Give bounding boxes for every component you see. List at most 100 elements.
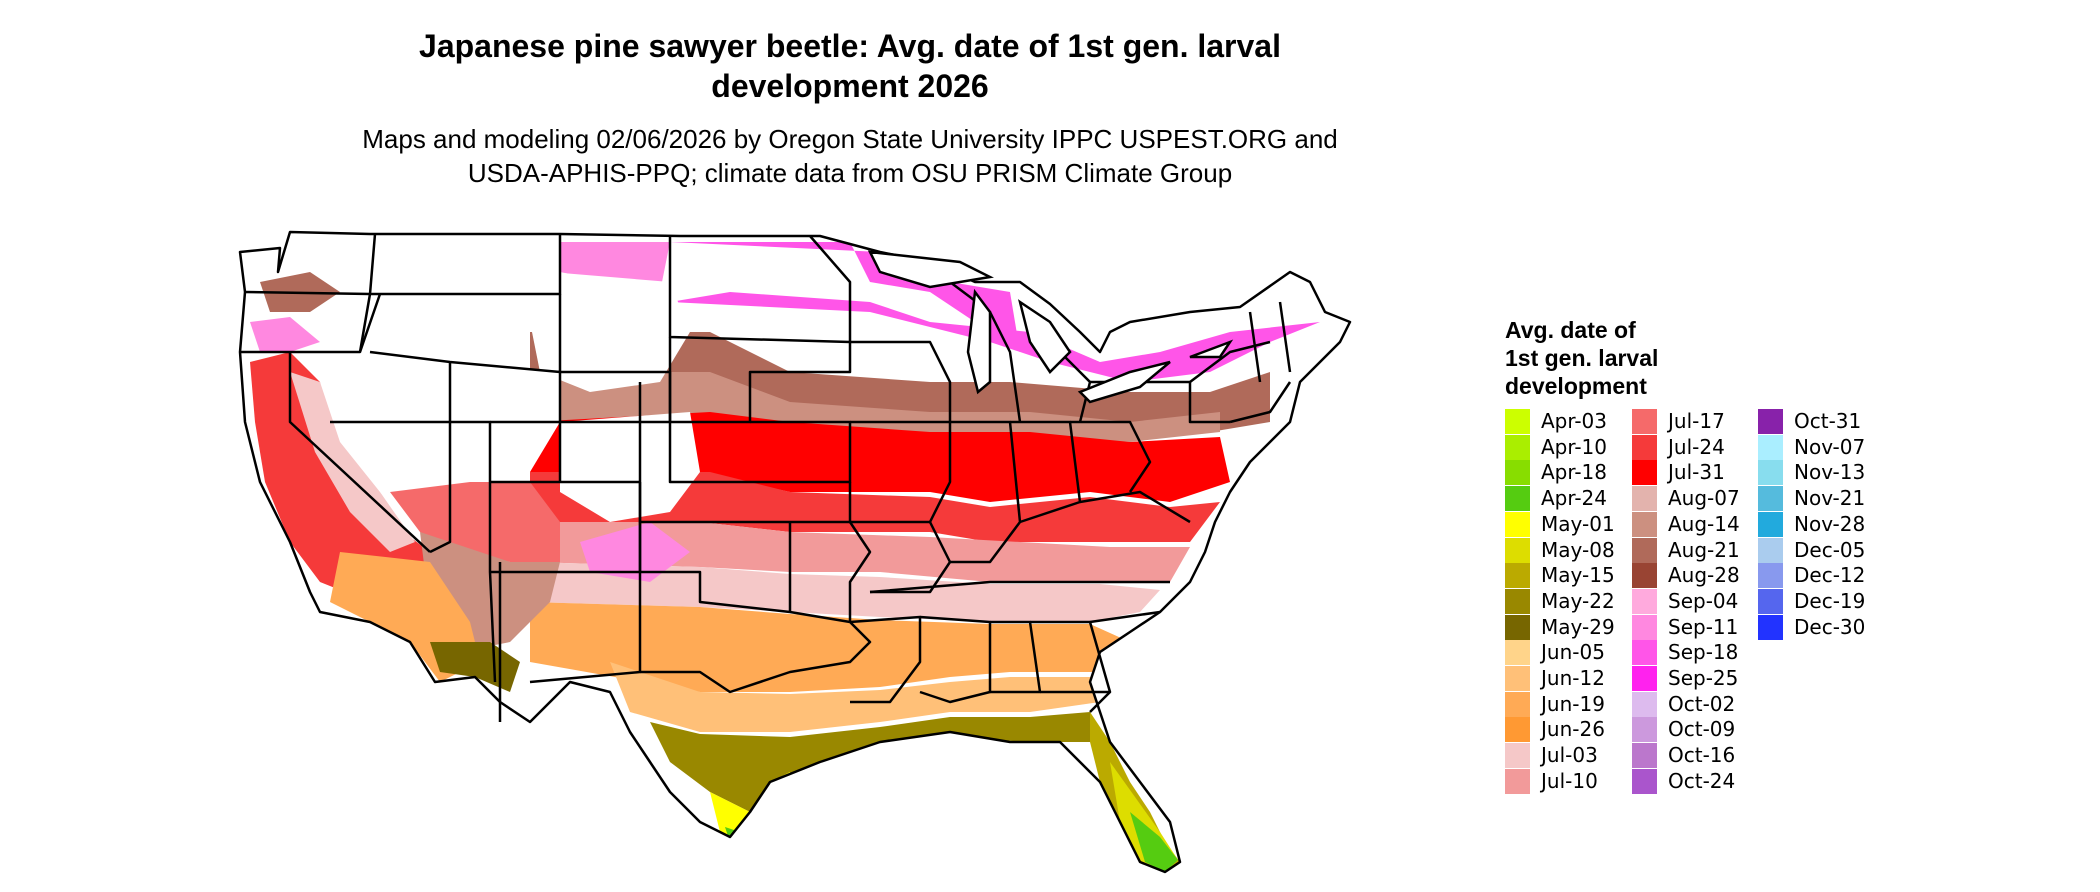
legend-item: Dec-30: [1758, 614, 1888, 641]
legend-label: Sep-18: [1668, 640, 1739, 665]
legend-item: Oct-31: [1758, 409, 1888, 435]
legend-label: Aug-14: [1668, 511, 1740, 536]
legend-label: Jun-12: [1541, 666, 1605, 690]
legend-swatch: [1505, 640, 1530, 666]
legend-title-line-1: Avg. date of: [1505, 317, 1636, 343]
legend-item: Jul-24: [1632, 434, 1762, 461]
legend-swatch: [1632, 768, 1657, 794]
legend-item: Nov-28: [1758, 511, 1888, 538]
legend-item: May-15: [1505, 563, 1635, 589]
us-map: [238, 230, 1352, 874]
legend-label: Jul-10: [1541, 768, 1598, 793]
legend-item: Apr-03: [1505, 409, 1635, 435]
legend-swatch: [1505, 563, 1530, 589]
legend-item: Aug-21: [1632, 537, 1762, 564]
legend-item: Aug-07: [1632, 486, 1762, 512]
legend-swatch: [1758, 588, 1783, 614]
legend-item: May-01: [1505, 511, 1635, 538]
legend-label: Aug-07: [1668, 486, 1740, 511]
legend-label: Nov-13: [1794, 460, 1866, 485]
legend-item: Dec-12: [1758, 563, 1888, 589]
legend-swatch: [1758, 486, 1783, 512]
legend-swatch: [1505, 666, 1530, 691]
legend-swatch: [1505, 743, 1530, 769]
legend-swatch: [1505, 691, 1530, 717]
legend-label: Sep-25: [1668, 666, 1739, 690]
legend-label: Jul-24: [1668, 434, 1725, 459]
legend-item: Jul-17: [1632, 409, 1762, 435]
legend-swatch: [1632, 640, 1657, 666]
legend-label: Oct-16: [1668, 743, 1736, 768]
legend-swatch: [1758, 537, 1783, 563]
legend-item: Jun-19: [1505, 691, 1635, 718]
legend-item: Jul-10: [1505, 768, 1635, 795]
legend-item: Sep-04: [1632, 588, 1762, 615]
legend-swatch: [1632, 743, 1657, 769]
legend-item: May-22: [1505, 588, 1635, 615]
legend-swatch: [1505, 614, 1530, 640]
legend-swatch: [1632, 486, 1657, 512]
legend-swatch: [1632, 563, 1657, 589]
legend-item: Apr-18: [1505, 460, 1635, 486]
legend-label: Nov-28: [1794, 511, 1866, 536]
legend-label: Dec-30: [1794, 614, 1866, 639]
legend-swatch: [1505, 768, 1530, 794]
legend-label: Apr-10: [1541, 434, 1607, 459]
legend-swatch: [1758, 511, 1783, 537]
legend-swatch: [1505, 460, 1530, 486]
legend-item: Nov-21: [1758, 486, 1888, 512]
legend-label: Jul-17: [1668, 409, 1725, 433]
legend-item: Jul-31: [1632, 460, 1762, 486]
legend-label: Jul-03: [1541, 743, 1598, 768]
legend-label: Jun-19: [1541, 691, 1605, 716]
legend-label: Jun-26: [1541, 717, 1605, 742]
legend-item: Oct-09: [1632, 717, 1762, 743]
legend-label: Nov-07: [1794, 434, 1866, 459]
great-lakes: [867, 250, 1234, 404]
legend-item: Oct-16: [1632, 743, 1762, 769]
legend-label: May-08: [1541, 537, 1615, 562]
legend-item: May-08: [1505, 537, 1635, 564]
legend-swatch: [1632, 511, 1657, 537]
legend-swatch: [1505, 537, 1530, 563]
legend-swatch: [1505, 409, 1530, 434]
legend-item: Dec-19: [1758, 588, 1888, 615]
legend-swatch: [1758, 409, 1783, 434]
legend-label: Dec-05: [1794, 537, 1866, 562]
legend-item: Sep-18: [1632, 640, 1762, 666]
legend-swatch: [1632, 717, 1657, 743]
legend-label: Oct-02: [1668, 691, 1736, 716]
legend-item: Apr-10: [1505, 434, 1635, 461]
legend-label: Sep-04: [1668, 588, 1739, 613]
legend-swatch: [1632, 409, 1657, 434]
legend-swatch: [1632, 434, 1657, 460]
legend-swatch: [1505, 434, 1530, 460]
legend-swatch: [1505, 717, 1530, 743]
legend-item: Jul-03: [1505, 743, 1635, 769]
legend-swatch: [1632, 691, 1657, 717]
map-title: Japanese pine sawyer beetle: Avg. date o…: [300, 26, 1400, 106]
legend-item: Nov-07: [1758, 434, 1888, 461]
legend-title-line-3: development: [1505, 373, 1647, 399]
legend-label: Dec-19: [1794, 588, 1866, 613]
legend-item: Aug-14: [1632, 511, 1762, 538]
legend-swatch: [1758, 460, 1783, 486]
legend-item: Sep-25: [1632, 666, 1762, 692]
legend-swatch: [1632, 460, 1657, 486]
legend-swatch: [1632, 666, 1657, 691]
title-line-1: Japanese pine sawyer beetle: Avg. date o…: [419, 28, 1281, 64]
legend-swatch: [1632, 537, 1657, 563]
legend-label: Jul-31: [1668, 460, 1725, 485]
legend-label: Apr-24: [1541, 486, 1607, 511]
legend-label: Oct-24: [1668, 768, 1736, 793]
legend-item: Dec-05: [1758, 537, 1888, 564]
subtitle-line-2: USDA-APHIS-PPQ; climate data from OSU PR…: [467, 158, 1233, 188]
legend-label: May-01: [1541, 511, 1615, 536]
legend-swatch: [1632, 614, 1657, 640]
legend-item: Apr-24: [1505, 486, 1635, 512]
legend-label: Apr-03: [1541, 409, 1607, 433]
legend-label: May-29: [1541, 614, 1615, 639]
legend-swatch: [1632, 588, 1657, 614]
legend-label: Aug-21: [1668, 537, 1740, 562]
legend-item: Jun-26: [1505, 717, 1635, 743]
